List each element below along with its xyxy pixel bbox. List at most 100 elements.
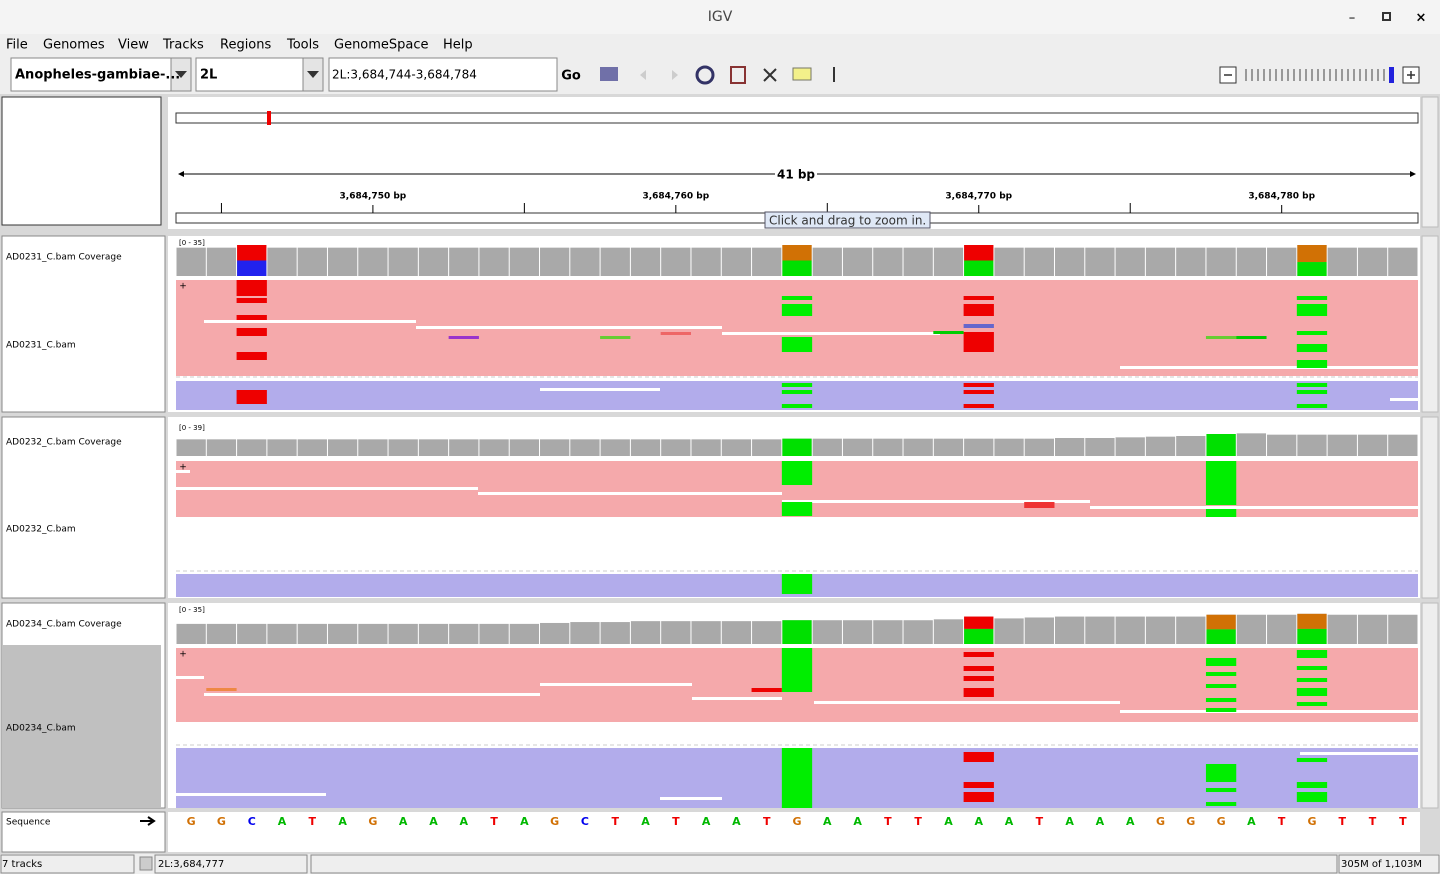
coverage-bar — [661, 439, 691, 456]
mismatch — [1205, 672, 1237, 676]
allele-part — [782, 438, 812, 456]
coverage-bar — [903, 438, 933, 456]
mismatch — [1296, 782, 1328, 788]
strand-arrow[interactable] — [140, 816, 156, 826]
coverage-bar — [1388, 434, 1418, 456]
allele-part — [1297, 245, 1327, 263]
coverage-bar — [873, 247, 903, 276]
base: T — [763, 815, 771, 828]
refresh-icon[interactable] — [695, 65, 715, 85]
coverage-bar — [1236, 433, 1267, 456]
menu-item[interactable]: Tools — [286, 38, 319, 53]
read-gap — [176, 793, 326, 796]
zoom-slider[interactable] — [1245, 67, 1394, 83]
coverage-bar — [933, 619, 964, 644]
minimize[interactable]: – — [1349, 11, 1356, 26]
coverage-bar — [1115, 247, 1145, 276]
maximize[interactable] — [1382, 12, 1391, 21]
genome-box[interactable] — [10, 57, 192, 92]
coverage-bar — [267, 623, 297, 644]
menu-item[interactable]: GenomeSpace — [334, 38, 429, 53]
coverage-bar — [418, 623, 449, 644]
go-button[interactable]: Go — [561, 69, 581, 84]
mismatch — [1296, 758, 1328, 762]
coverage-bar — [176, 623, 206, 644]
menu-item[interactable]: File — [6, 38, 28, 53]
read-gap — [814, 701, 1120, 704]
coverage-bar — [237, 623, 267, 644]
coverage-bar — [358, 247, 388, 276]
coverage-bar — [964, 438, 994, 456]
mismatch — [1296, 390, 1328, 394]
mismatch — [933, 331, 964, 334]
base: G — [217, 815, 226, 828]
mismatch — [963, 324, 994, 328]
back-icon[interactable] — [640, 70, 646, 80]
arrow — [175, 71, 187, 78]
menu-item[interactable]: Regions — [220, 38, 272, 53]
coverage-range: [0 - 35] — [179, 606, 205, 614]
mismatch — [781, 748, 813, 808]
locus-box[interactable] — [328, 57, 558, 92]
coverage-bar — [327, 623, 358, 644]
fit-icon[interactable] — [763, 68, 777, 82]
read-gap — [782, 500, 1090, 503]
coverage-bar — [1054, 616, 1085, 644]
coverage-bar — [873, 438, 903, 456]
tooltip: Click and drag to zoom in. — [769, 214, 926, 228]
coverage-bar — [630, 247, 661, 276]
coverage-bar — [873, 620, 903, 644]
coverage-bar — [752, 247, 782, 276]
menu-item[interactable]: Help — [443, 38, 473, 53]
mismatch — [1296, 702, 1328, 706]
coverage-bar — [1236, 614, 1267, 644]
menu-item[interactable]: Genomes — [43, 38, 105, 53]
close[interactable]: × — [1416, 11, 1427, 26]
arrow — [307, 71, 319, 78]
coverage-bar — [570, 622, 600, 644]
coverage-bar — [721, 621, 752, 644]
status-memory: 305M of 1,103M — [1341, 859, 1422, 870]
sequence-name-panel — [1, 811, 166, 853]
menu-item[interactable]: Tracks — [162, 38, 204, 53]
coverage-bar — [1327, 614, 1357, 644]
coverage-bar — [842, 438, 873, 456]
coverage-bar — [994, 247, 1024, 276]
read-gap — [176, 487, 478, 490]
chrom-box[interactable] — [195, 57, 324, 92]
read-gap — [540, 388, 660, 391]
coverage-bar — [903, 620, 933, 644]
roi-icon[interactable] — [730, 66, 746, 84]
coverage-bar — [752, 621, 782, 644]
allele-part — [782, 260, 812, 276]
menu-item[interactable]: View — [118, 38, 149, 53]
expand-toggle[interactable]: + — [179, 463, 187, 473]
sequence-panel — [168, 812, 1420, 852]
base: A — [520, 815, 529, 828]
mismatch — [1236, 336, 1267, 339]
home-icon[interactable] — [600, 67, 618, 81]
coverage-bar — [1388, 247, 1418, 276]
base: A — [1065, 815, 1074, 828]
read-gap — [660, 797, 722, 800]
status-cell — [154, 854, 308, 874]
mismatch — [1296, 296, 1328, 300]
forward-icon[interactable] — [672, 70, 678, 80]
coverage-bar — [1327, 434, 1357, 456]
mismatch — [781, 574, 813, 594]
mismatch — [781, 461, 813, 485]
expand-toggle[interactable]: + — [179, 282, 187, 292]
allele-part — [1206, 629, 1236, 644]
coverage-bar — [630, 621, 661, 644]
popup-icon[interactable] — [792, 67, 812, 81]
coverage-bar — [1357, 434, 1388, 456]
coverage-bar — [176, 247, 206, 276]
coverage-bar — [1206, 247, 1236, 276]
base: T — [1036, 815, 1044, 828]
coverage-bar — [1054, 247, 1085, 276]
coverage-bar — [630, 439, 661, 456]
expand-toggle[interactable]: + — [179, 650, 187, 660]
base: G — [368, 815, 377, 828]
coverage-bar — [1024, 247, 1054, 276]
